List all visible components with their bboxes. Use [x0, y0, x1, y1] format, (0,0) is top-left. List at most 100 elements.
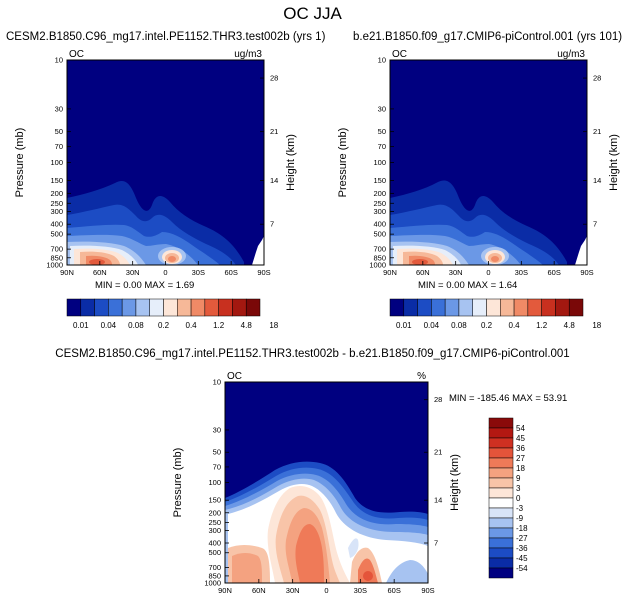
panel1-title: CESM2.B1850.C96_mg17.intel.PE1152.THR3.t… [6, 31, 326, 43]
colorbar-box [472, 298, 487, 317]
x-tick-label: 90N [60, 268, 74, 277]
colorbar-box [149, 298, 164, 317]
panel3-contours [225, 382, 428, 583]
y-tick-label: 70 [213, 462, 221, 471]
right-tick-label: 28 [593, 74, 601, 83]
colorbar-box [488, 557, 514, 569]
right-tick-label: 14 [270, 176, 278, 185]
colorbar-label: 36 [516, 444, 525, 453]
colorbar-label: 18 [592, 321, 601, 330]
y-tick-label: 250 [208, 518, 221, 527]
y-tick-label: 850 [50, 253, 63, 262]
right-tick-label: 21 [593, 127, 601, 136]
colorbar-box [488, 477, 514, 489]
x-tick-label: 30S [515, 268, 528, 277]
right-tick-label: 7 [434, 539, 438, 548]
colorbar-box [488, 487, 514, 499]
panel3-title: CESM2.B1850.C96_mg17.intel.PE1152.THR3.t… [55, 348, 570, 360]
colorbar-label: -18 [516, 524, 528, 533]
colorbar-box [541, 298, 556, 317]
colorbar-label: 0.01 [396, 321, 412, 330]
x-tick-label: 90N [383, 268, 397, 277]
colorbar-box [80, 298, 95, 317]
y-axis-label: Pressure (mb) [14, 128, 26, 198]
colorbar-box [488, 467, 514, 479]
y-tick-label: 70 [55, 142, 63, 151]
y-tick-label: 100 [373, 158, 386, 167]
colorbar-box [232, 298, 247, 317]
colorbar-box [218, 298, 233, 317]
colorbar-label: -9 [516, 514, 524, 523]
panel1-colorbar: 0.01 0.04 0.08 0.2 0.4 1.2 4.8 18 [66, 298, 279, 330]
colorbar-label: -45 [516, 554, 528, 563]
colorbar-label: 9 [516, 474, 521, 483]
y-tick-label: 200 [50, 189, 63, 198]
colorbar-label: 45 [516, 434, 525, 443]
x-tick-label: 30N [126, 268, 140, 277]
panel2-contours [390, 60, 587, 265]
y-tick-label: 100 [50, 158, 63, 167]
y-tick-label: 150 [373, 176, 386, 185]
colorbar-label: 0.08 [451, 321, 467, 330]
colorbar-box [488, 517, 514, 529]
colorbar-label: 1.2 [213, 321, 225, 330]
y-tick-label: 700 [50, 245, 63, 254]
right-tick-label: 7 [270, 220, 274, 229]
colorbar-box [488, 427, 514, 439]
y-tick-label: 400 [50, 220, 63, 229]
panel2-colorbar: 0.01 0.04 0.08 0.2 0.4 1.2 4.8 18 [389, 298, 602, 330]
colorbar-label: 4.8 [564, 321, 576, 330]
colorbar-label: 0.4 [186, 321, 198, 330]
colorbar-box [245, 298, 261, 317]
x-tick-label: 90N [218, 586, 232, 595]
panel1-plot: OC ug/m3 90N 60N 30N 0 30S 60S 90S 10 30 50 70 100 150… [14, 49, 297, 277]
right-tick-label: 14 [593, 176, 601, 185]
panel3-axes: OC %90N 60N 30N 0 30S 60S 90S103050701001502002… [172, 371, 461, 595]
right-tick-label: 28 [434, 395, 442, 404]
colorbar-box [488, 567, 514, 579]
y-tick-label: 10 [378, 56, 386, 65]
y-tick-label: 1000 [204, 579, 221, 588]
colorbar-box [444, 298, 460, 317]
x-tick-label: 60N [252, 586, 266, 595]
colorbar-box [190, 298, 206, 317]
panel2-axes: OC ug/m3 90N 60N 30N 0 30S 60S 90S 10 30 50 70 100 150… [337, 49, 620, 277]
colorbar-box [488, 527, 514, 539]
y-tick-label: 200 [373, 189, 386, 198]
panel2-stats: MIN = 0.00 MAX = 1.64 [418, 280, 518, 291]
y-tick-label: 150 [208, 496, 221, 505]
colorbar-box [527, 298, 542, 317]
colorbar-label: 18 [269, 321, 278, 330]
panel3-plot: OC %90N 60N 30N 0 30S 60S 90S103050701001502002… [172, 371, 461, 595]
colorbar-label: -36 [516, 544, 528, 553]
colorbar-box [488, 417, 514, 429]
colorbar-label: 0.4 [509, 321, 521, 330]
x-tick-label: 0 [163, 268, 167, 277]
y-axis-label: Pressure (mb) [172, 448, 184, 518]
colorbar-label: 0.04 [101, 321, 117, 330]
y-tick-label: 200 [208, 508, 221, 517]
colorbar-box [568, 298, 584, 317]
y-tick-label: 50 [378, 127, 386, 136]
colorbar-box [488, 447, 514, 459]
colorbar-box [488, 497, 514, 509]
y-tick-label: 300 [373, 207, 386, 216]
y-tick-label: 150 [50, 176, 63, 185]
colorbar-label: -54 [516, 564, 528, 573]
colorbar-label: 4.8 [241, 321, 253, 330]
panel1-axes: OC ug/m3 90N 60N 30N 0 30S 60S 90S 10 30 50 70 100 150… [14, 49, 297, 277]
colorbar-box [488, 507, 514, 519]
x-tick-label: 90S [421, 586, 434, 595]
colorbar-box [389, 298, 405, 317]
colorbar-box [555, 298, 570, 317]
right-axis-label: Height (km) [608, 134, 620, 191]
colorbar-box [488, 537, 514, 549]
y-tick-label: 30 [213, 425, 221, 434]
y-tick-label: 70 [378, 142, 386, 151]
y-tick-label: 250 [373, 199, 386, 208]
colorbar-box [458, 298, 473, 317]
x-tick-label: 0 [324, 586, 328, 595]
y-tick-label: 850 [373, 253, 386, 262]
